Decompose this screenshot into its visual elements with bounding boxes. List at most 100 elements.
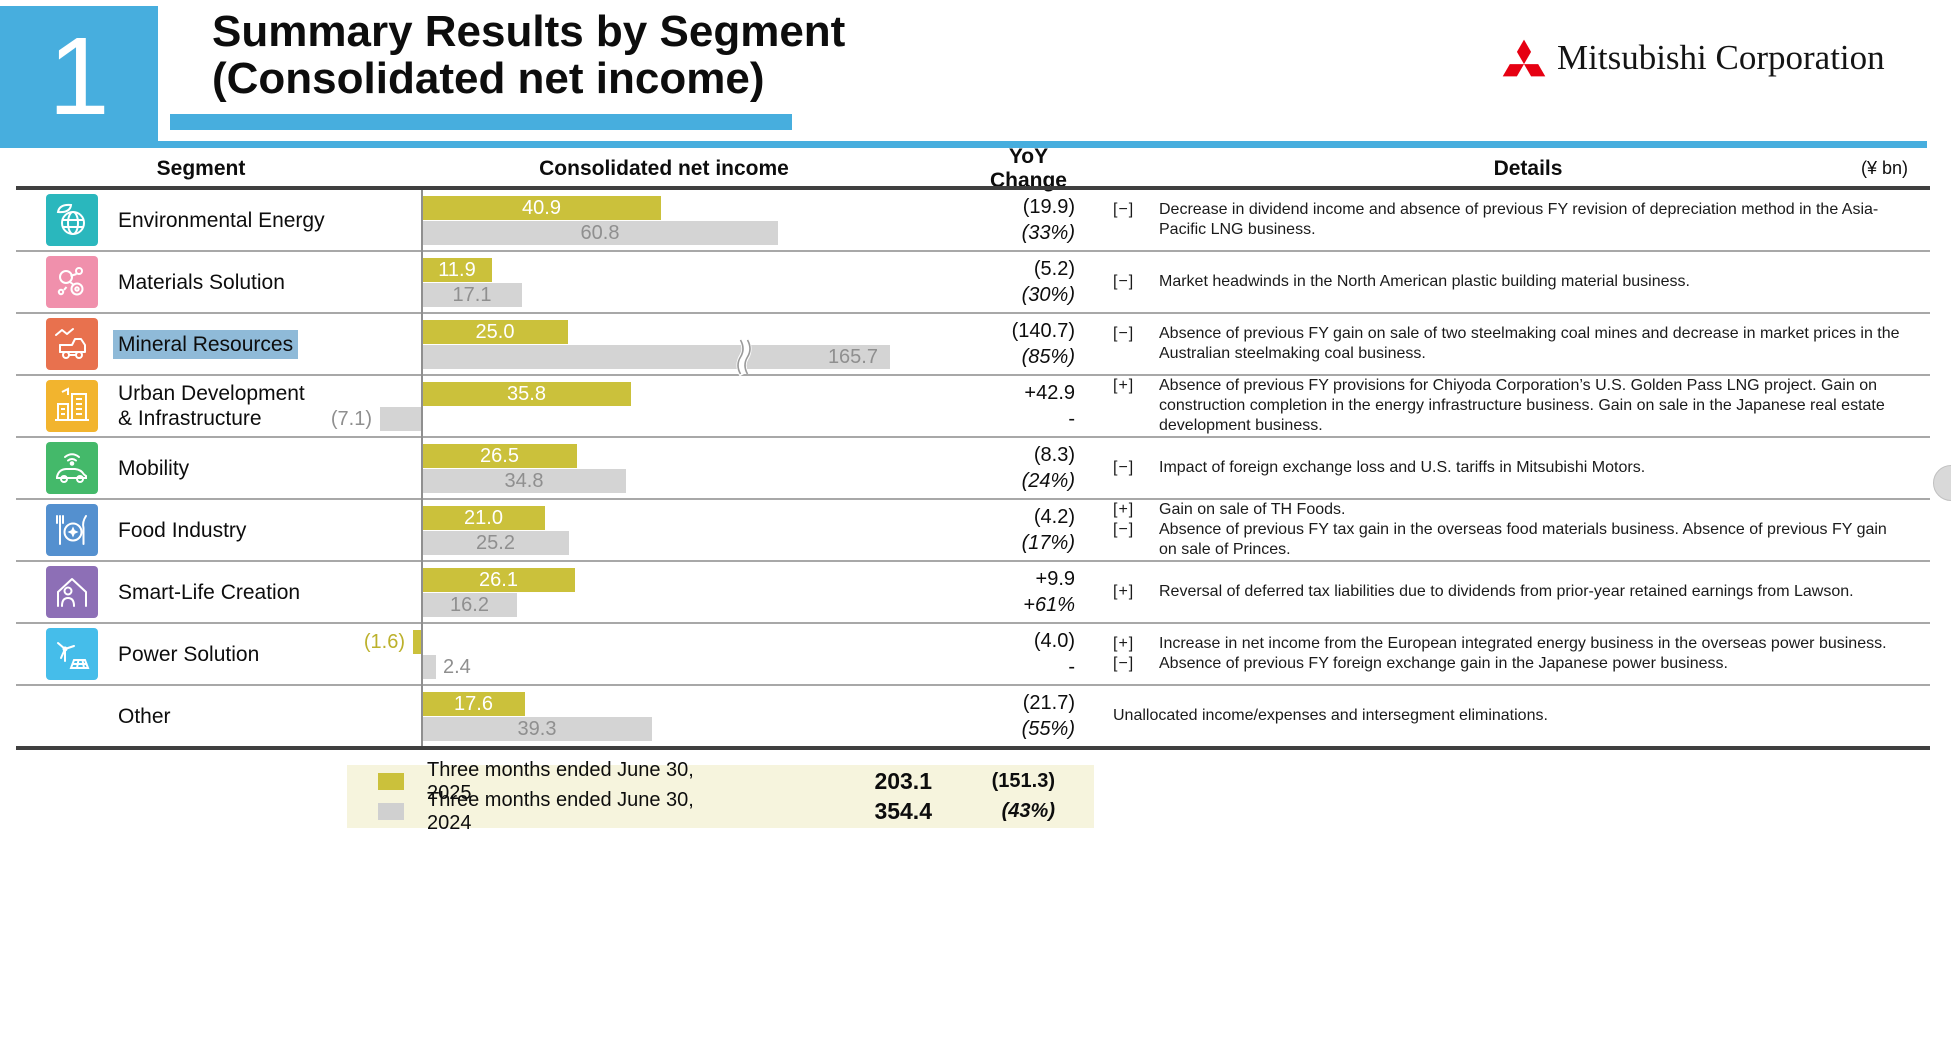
detail-item: [−] Absence of previous FY gain on sale o… [1113,324,1903,364]
detail-item: [+] Gain on sale of TH Foods. [1113,500,1903,520]
bar-fy2024: 39.3 [422,717,652,741]
detail-text: Market headwinds in the North American p… [1159,273,1690,290]
bar-fy2025: 21.0 [422,506,545,530]
table-header: Segment Consolidated net income YoY Chan… [16,145,1930,193]
fy2024-swatch-icon [378,803,404,820]
minus-marker: [−] [1113,325,1135,342]
bar-line-fy2025: 26.1 [422,568,942,592]
yoy-change-value: (8.3) [1033,444,1075,466]
detail-text: Absence of previous FY provisions for Ch… [1159,377,1885,434]
detail-item: [+] Increase in net income from the Europ… [1113,634,1903,654]
bar-line-fy2025: 35.8 [422,382,942,406]
segment-label: Environmental Energy [118,208,325,232]
title-line2: (Consolidated net income) [212,54,765,103]
bar-fy2025: 40.9 [422,196,661,220]
bar-fy2025: 35.8 [422,382,631,406]
minus-marker: [−] [1113,273,1135,290]
yoy-change-cell: (4.0) - [942,624,1075,684]
bar-fy2025: 11.9 [422,258,492,282]
bar-line-fy2024: 16.2 [422,593,942,617]
details-list: Unallocated income/expenses and interseg… [1113,686,1903,746]
bar-line-fy2025: 11.9 [422,258,942,282]
bar-fy2024 [422,655,436,679]
bar-fy2024: 25.2 [422,531,569,555]
segment-cell: Environmental Energy [16,190,422,250]
table-row: Power Solution (1.6) 2.4 (4.0) - [+] Incr… [16,624,1930,686]
table-bottom-rule [16,746,1930,750]
yoy-change-cell: (21.7) (55%) [942,686,1075,746]
table-row: Urban Development & Infrastructure 35.8 … [16,376,1930,438]
bar-value-label: (1.6) [363,631,405,653]
next-page-button[interactable] [1933,465,1951,501]
table-top-rule [16,186,1930,190]
yoy-change-cell: (5.2) (30%) [942,252,1075,312]
bar-line-fy2025: 17.6 [422,692,942,716]
bar-value-label: 21.0 [464,506,503,529]
header-consolidated-net-income: Consolidated net income [539,157,789,180]
plus-marker: [+] [1113,377,1135,394]
plus-marker: [+] [1113,501,1135,518]
table-row: Mobility 26.5 34.8 (8.3) (24%) [−] Impact… [16,438,1930,500]
person-house-icon [46,566,98,618]
bar-line-fy2025: 40.9 [422,196,942,220]
segment-label: Other [118,704,171,728]
page-number: 1 [48,15,110,138]
segment-label: Mineral Resources [113,329,299,359]
unit-note: (¥ bn) [1860,158,1908,178]
bar-fy2025: 17.6 [422,692,525,716]
yoy-change-value: (4.2) [1033,506,1075,528]
bar-line-fy2024: 17.1 [422,283,942,307]
icon-placeholder [46,690,98,742]
bar-fy2025: 25.0 [422,320,568,344]
detail-item: [+] Reversal of deferred tax liabilities … [1113,582,1903,602]
yoy-change-value: (140.7) [1011,320,1075,342]
bar-fy2024: 34.8 [422,469,626,493]
yoy-change-percent: (17%) [1021,532,1075,554]
bar-cell: 25.0 165.7 [422,314,942,377]
bar-value-label: 17.1 [452,283,492,306]
page-number-box: 1 [0,6,158,148]
minus-marker: [−] [1113,201,1135,218]
yoy-change-cell: +42.9 - [942,376,1075,436]
bar-fy2024: 60.8 [422,221,778,245]
bar-line-fy2024: 2.4 [422,655,942,679]
segment-label: Food Industry [118,518,247,542]
bar-line-fy2024: (7.1) [331,407,942,431]
bar-value-label: 16.2 [450,593,489,616]
segment-cell: Smart-Life Creation [16,562,422,622]
legend-label: Three months ended June 30, 2025 [427,758,694,804]
bar-cell: 26.5 34.8 [422,438,942,498]
minus-marker: [−] [1113,655,1135,672]
bar-value-label: 25.2 [476,531,515,554]
detail-text: Gain on sale of TH Foods. [1159,501,1346,518]
segment-cell: Materials Solution [16,252,422,312]
bar-value-label: 26.1 [479,568,518,591]
wind-solar-icon [46,628,98,680]
yoy-change-cell: +9.9 +61% [942,562,1075,622]
segment-cell: Power Solution [16,624,422,684]
details-list: [−] Market headwinds in the North America… [1113,252,1903,312]
bar-value-label: 2.4 [443,656,471,678]
yoy-change-percent: (30%) [1021,284,1075,306]
detail-item: [−] Market headwinds in the North America… [1113,272,1903,292]
axis-break-icon [736,337,752,377]
details-list: [+] Absence of previous FY provisions for… [1113,376,1903,436]
detail-item: [−] Absence of previous FY tax gain in th… [1113,520,1903,560]
bar-line-fy2025: 21.0 [422,506,942,530]
detail-item: [−] Impact of foreign exchange loss and U… [1113,458,1903,478]
details-list: [+] Increase in net income from the Europ… [1113,624,1903,684]
table-row: Environmental Energy 40.9 60.8 (19.9) (3… [16,190,1930,252]
header-accent-line [0,141,1927,148]
yoy-change-percent: +61% [1023,594,1075,616]
bar-value-label: 165.7 [827,345,878,368]
bar-value-label: 26.5 [480,444,519,467]
segment-cell: Other [16,686,422,746]
company-name: Mitsubishi Corporation [1557,38,1885,77]
segment-label: Smart-Life Creation [118,580,301,604]
details-list: [−] Absence of previous FY gain on sale o… [1113,314,1903,374]
table-row: Food Industry 21.0 25.2 (4.2) (17%) [+] G… [16,500,1930,562]
detail-item: Unallocated income/expenses and interseg… [1113,706,1903,726]
legend-item-fy2025: Three months ended June 30, 2025 203.1 (… [378,759,1094,804]
bar-fy2025 [413,630,422,654]
